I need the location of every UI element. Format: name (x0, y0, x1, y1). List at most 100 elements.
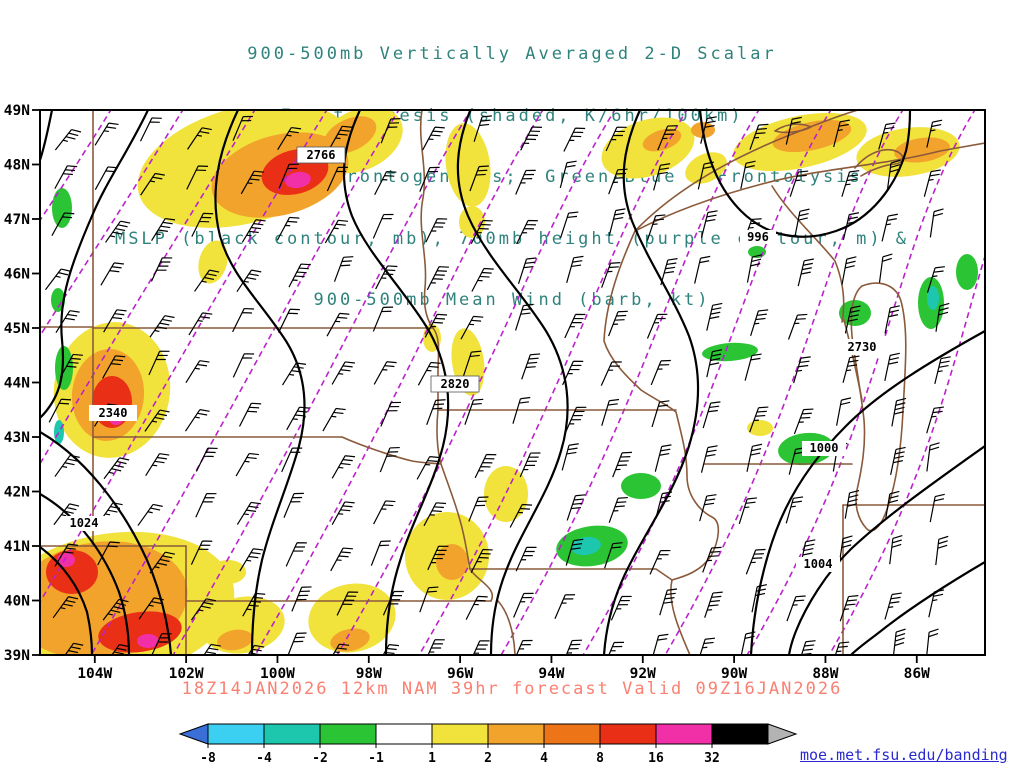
wind-barb (706, 302, 723, 331)
state-border-line (634, 111, 858, 232)
wind-barb (785, 496, 804, 524)
wind-barb (474, 453, 497, 479)
wind-barb (326, 312, 350, 337)
wind-barb (238, 402, 262, 427)
lat-label: 39N (4, 648, 30, 664)
wind-barb (700, 116, 717, 144)
wind-barb (697, 161, 714, 190)
wind-barb (749, 406, 769, 433)
wind-barb (465, 595, 488, 620)
wind-barb (240, 170, 264, 195)
wind-barb (232, 353, 255, 378)
axis-labels: 49N 48N 47N 46N 45N 44N 43N 42N 41N 40N 39N 104W 102… (4, 103, 930, 682)
wind-barb (562, 360, 584, 386)
state-border-line (771, 185, 845, 323)
wind-barb (891, 397, 907, 427)
contour-label-mslp-996: 996 (740, 230, 776, 244)
wind-barb (187, 127, 212, 150)
wind-barb (793, 356, 811, 384)
wind-barb (884, 352, 900, 381)
wind-barb (59, 353, 83, 378)
wind-barb (563, 127, 586, 152)
wind-barb (52, 596, 79, 619)
shading-blob-yellow (747, 420, 773, 436)
shading-blob-yellow (484, 466, 528, 522)
wind-barb (138, 597, 164, 620)
colorbar-segment (207, 723, 265, 745)
state-border-line (497, 600, 516, 654)
wind-barb (926, 442, 940, 472)
wind-barb (797, 258, 814, 287)
wind-barb (515, 546, 537, 572)
wind-barb (97, 502, 123, 525)
height-contour (90, 111, 400, 654)
state-border-line (341, 436, 442, 465)
shading-blob-green (956, 254, 978, 290)
wind-barb (608, 310, 628, 337)
contour-label-height-2766: 2766 (296, 146, 346, 164)
wind-barb (746, 254, 763, 283)
wind-barb (929, 208, 944, 238)
wind-barb (422, 126, 445, 151)
height-contour (828, 256, 984, 654)
lat-label: 47N (4, 212, 30, 228)
shading-blob-green (52, 188, 72, 228)
shading-blob-gold (772, 119, 852, 153)
wind-barb (278, 163, 299, 189)
wind-barb (322, 407, 346, 432)
wind-barb (94, 166, 118, 190)
wind-barb (601, 398, 620, 426)
wind-barb (560, 211, 579, 239)
wind-barb (839, 595, 859, 622)
shading-blob-yellow (445, 123, 491, 207)
wind-barb (566, 494, 586, 521)
height-contour (500, 111, 760, 654)
lon-label: 96W (447, 666, 473, 682)
wind-barb (460, 315, 484, 340)
wind-barb (612, 451, 632, 478)
wind-barb (291, 586, 312, 612)
lon-label: 98W (356, 666, 382, 682)
contour-label-mslp-1000: 1000 (802, 441, 846, 456)
wind-barb (844, 305, 861, 334)
shading-blob-teal (571, 536, 601, 556)
wind-barb (517, 257, 537, 284)
wind-barb (139, 117, 162, 142)
wind-barb (702, 546, 722, 573)
wind-barb (331, 501, 355, 525)
shading-blob-magenta (137, 634, 159, 648)
lat-label: 43N (4, 430, 30, 446)
wind-barb (706, 349, 723, 378)
wind-barb (704, 591, 723, 618)
wind-barbs (44, 115, 951, 654)
wind-barb (242, 592, 266, 617)
wind-barb (799, 539, 816, 568)
wind-barb (886, 159, 901, 189)
colorbar-tick-label: -8 (200, 751, 216, 766)
wind-barb (232, 115, 253, 141)
wind-barb (416, 456, 440, 480)
wind-barb (601, 262, 621, 288)
wind-barb (878, 253, 893, 283)
wind-barb (787, 313, 808, 340)
wind-barb (878, 122, 896, 150)
wind-barb (372, 306, 394, 332)
wind-barb (651, 633, 669, 654)
wind-barb (288, 263, 311, 288)
svg-text:1004: 1004 (804, 557, 833, 571)
mslp-contour-line (41, 111, 149, 419)
wind-barb (926, 406, 944, 434)
credit-link[interactable]: moe.met.fsu.edu/banding (800, 746, 1008, 764)
wind-barb (150, 257, 173, 282)
wind-barb (554, 594, 576, 619)
wind-barb (650, 359, 671, 386)
wind-barb (889, 534, 903, 565)
mslp-contour-line (788, 445, 984, 654)
contour-label-height-2340: 2340 (89, 405, 137, 421)
wind-barb (750, 309, 769, 336)
wind-barb (749, 123, 769, 150)
wind-barb (373, 361, 397, 385)
wind-barb (841, 170, 860, 197)
lat-label: 49N (4, 103, 30, 119)
wind-barb (372, 213, 394, 239)
